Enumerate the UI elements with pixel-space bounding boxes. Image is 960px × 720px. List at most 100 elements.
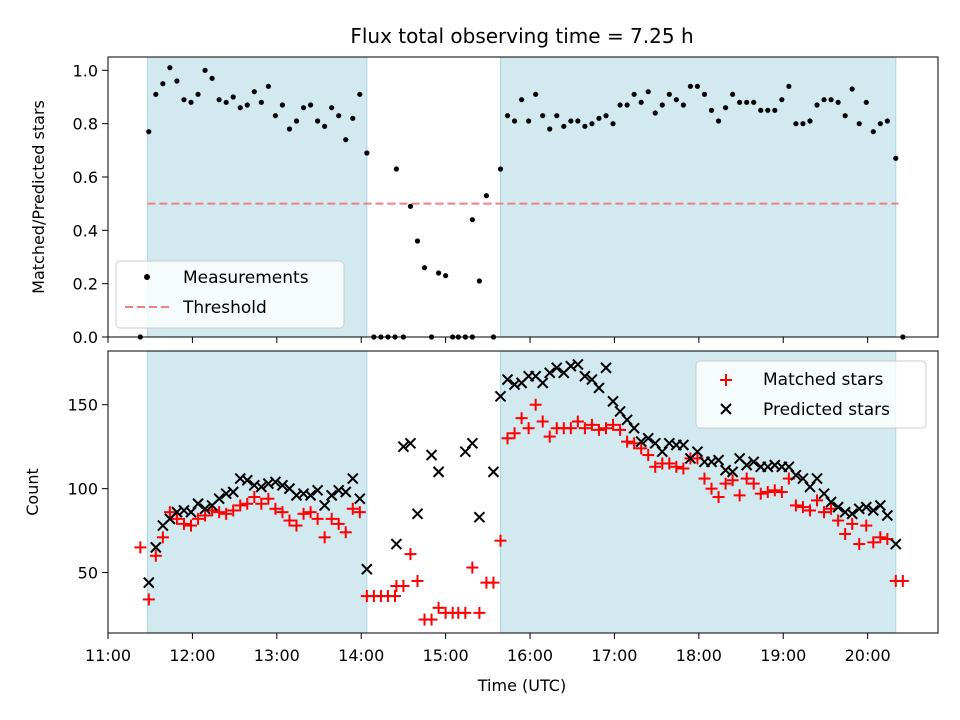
- measurement-point: [540, 113, 546, 119]
- matched-star-point: [325, 512, 338, 525]
- predicted-star-point: [544, 367, 556, 379]
- x-tick-label: 16:00: [507, 646, 553, 665]
- matched-star-point: [508, 427, 521, 440]
- measurement-point: [603, 113, 609, 119]
- predicted-star-point: [269, 476, 282, 488]
- measurement-point: [884, 118, 890, 124]
- measurement-point: [694, 83, 701, 89]
- measurement-point: [181, 97, 187, 103]
- bottom-y-axis-label: Count: [23, 468, 42, 516]
- matched-star-point: [404, 548, 417, 561]
- measurement-point: [315, 118, 321, 124]
- matched-star-point: [290, 519, 303, 532]
- matched-star-point: [621, 435, 634, 448]
- matched-star-point: [832, 514, 845, 527]
- measurement-point: [195, 91, 201, 97]
- measurements-legend-label: Measurements: [183, 268, 309, 288]
- matched-star-point: [134, 541, 147, 554]
- predicted-star-point: [712, 454, 725, 466]
- predicted-star-point: [748, 456, 760, 468]
- measurement-point: [744, 99, 750, 105]
- predicted-star-point: [390, 538, 403, 550]
- measurement-point: [751, 99, 757, 105]
- measurement-point: [715, 118, 722, 124]
- measurement-point: [596, 115, 602, 121]
- matched-star-point: [853, 538, 866, 551]
- matched-star-point: [346, 502, 359, 515]
- matched-star-point: [227, 504, 240, 517]
- matched-star-point: [789, 499, 802, 512]
- predicted-star-point: [890, 538, 902, 550]
- measurement-point: [153, 91, 159, 97]
- matched-star-point: [339, 526, 352, 539]
- top-y-tick-label: 0.0: [73, 328, 98, 347]
- bottom-y-tick-label: 50: [78, 564, 98, 583]
- matched-star-point: [768, 484, 781, 497]
- matched-star-point: [677, 462, 690, 475]
- chart-title: Flux total observing time = 7.25 h: [350, 24, 693, 48]
- matched-star-point: [564, 422, 577, 435]
- predicted-star-point: [846, 508, 858, 520]
- measurement-point: [244, 102, 250, 108]
- measurement-point: [443, 273, 449, 279]
- predicted-star-point: [874, 499, 887, 512]
- matched-star-point: [170, 512, 183, 525]
- x-tick-label: 18:00: [676, 646, 722, 665]
- measurement-point: [893, 155, 899, 161]
- matched-star-point: [473, 606, 486, 619]
- measurement-point: [350, 115, 356, 121]
- measurement-point: [835, 99, 841, 105]
- top-y-tick-label: 0.4: [73, 221, 98, 240]
- matched-star-point: [276, 506, 289, 519]
- measurement-point: [258, 99, 264, 105]
- measurement-point: [722, 105, 729, 111]
- matched-star-point: [585, 418, 598, 431]
- measurement-point: [272, 113, 279, 119]
- matched-star-point: [740, 472, 753, 485]
- measurement-point: [393, 166, 399, 172]
- x-tick-label: 19:00: [760, 646, 806, 665]
- matched-star-point: [199, 509, 212, 522]
- matched-star-point: [297, 507, 310, 520]
- predicted-star-point: [825, 496, 837, 508]
- measurement-point: [624, 102, 630, 108]
- predicted-star-point: [572, 358, 584, 371]
- x-axis-label: Time (UTC): [477, 676, 566, 695]
- bottom-legend-box: [695, 360, 927, 429]
- predicted-star-point: [579, 370, 591, 382]
- measurement-point: [870, 129, 876, 135]
- predicted-star-point: [881, 509, 894, 522]
- matched-star-point: [262, 492, 275, 505]
- measurement-point: [209, 75, 215, 81]
- measurement-point: [174, 78, 180, 84]
- predicted-star-point: [726, 466, 739, 478]
- predicted-legend-marker: [720, 403, 732, 415]
- predicted-star-point: [867, 504, 879, 517]
- measurement-point: [638, 99, 644, 105]
- matched-star-point: [846, 517, 859, 530]
- matched-star-point: [432, 601, 445, 614]
- predicted-star-point: [593, 382, 605, 394]
- predicted-star-point: [227, 486, 239, 498]
- x-tick-label: 15:00: [423, 646, 469, 665]
- matched-star-point: [614, 423, 627, 436]
- matched-star-point: [874, 531, 887, 544]
- predicted-star-point: [192, 498, 204, 510]
- measurement-point: [518, 97, 525, 103]
- predicted-star-point: [411, 508, 424, 520]
- predicted-star-point: [241, 474, 253, 486]
- matched-star-point: [332, 517, 345, 530]
- matched-star-point: [719, 477, 732, 490]
- matched-star-point: [397, 580, 410, 592]
- matched-star-point: [425, 613, 438, 626]
- measurement-point: [828, 97, 834, 103]
- measurement-point: [856, 121, 862, 127]
- predicted-star-point: [432, 466, 445, 478]
- top-panel: 0.0 0.2 0.4 0.6 0.8 1.0 Matched/Predicted sta…: [29, 56, 939, 347]
- measurement-point: [793, 121, 799, 127]
- matched-star-point: [635, 442, 648, 455]
- predicted-star-point: [397, 440, 410, 453]
- predicted-star-point: [213, 493, 225, 505]
- matched-star-point: [726, 474, 739, 487]
- measurement-point: [251, 89, 257, 95]
